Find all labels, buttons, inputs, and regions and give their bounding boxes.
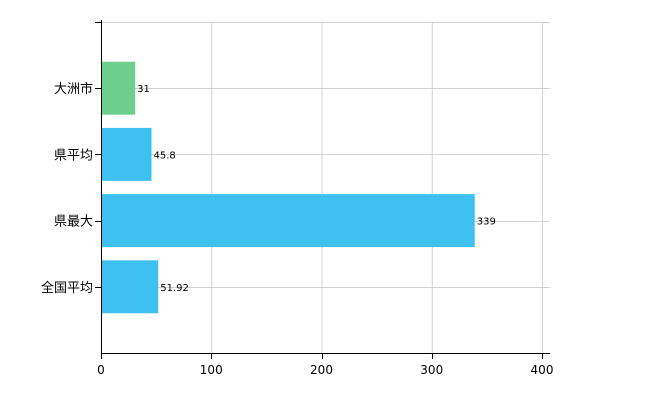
- data-label-4: 51.92: [160, 283, 189, 294]
- category-label-4: 全国平均: [41, 280, 93, 296]
- bar-1: [101, 61, 136, 115]
- category-label-3: 県最大: [54, 215, 93, 230]
- bar-2: [101, 127, 152, 181]
- x-tick-label: 100: [200, 363, 223, 377]
- x-tick-label: 200: [310, 363, 333, 377]
- category-label-2: 県平均: [54, 148, 93, 163]
- bars: [101, 61, 475, 314]
- category-label-1: 大洲市: [54, 81, 93, 97]
- x-tick-label: 400: [531, 363, 554, 377]
- grid-lines: [101, 22, 550, 353]
- bar-4: [101, 260, 159, 314]
- axes: [95, 20, 550, 359]
- data-label-2: 45.8: [153, 150, 175, 161]
- x-tick-label: 300: [420, 363, 443, 377]
- data-label-3: 339: [477, 217, 496, 228]
- x-tick-label: 0: [97, 363, 105, 377]
- data-label-1: 31: [137, 84, 150, 95]
- bar-3: [101, 194, 475, 248]
